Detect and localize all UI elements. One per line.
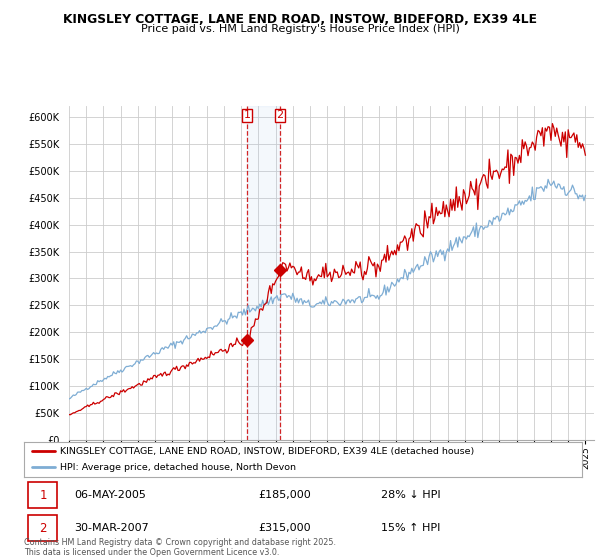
Text: 1: 1: [39, 488, 47, 502]
Text: HPI: Average price, detached house, North Devon: HPI: Average price, detached house, Nort…: [60, 463, 296, 472]
Text: 2: 2: [39, 521, 47, 535]
Text: 2: 2: [276, 110, 283, 120]
FancyBboxPatch shape: [28, 515, 58, 541]
Text: 1: 1: [244, 110, 251, 120]
Text: Price paid vs. HM Land Registry's House Price Index (HPI): Price paid vs. HM Land Registry's House …: [140, 24, 460, 34]
Bar: [247, 106, 280, 440]
Text: £185,000: £185,000: [259, 490, 311, 500]
Text: 30-MAR-2007: 30-MAR-2007: [74, 523, 149, 533]
Text: 15% ↑ HPI: 15% ↑ HPI: [381, 523, 440, 533]
FancyBboxPatch shape: [28, 482, 58, 508]
Text: 06-MAY-2005: 06-MAY-2005: [74, 490, 146, 500]
Text: 28% ↓ HPI: 28% ↓ HPI: [381, 490, 441, 500]
Text: KINGSLEY COTTAGE, LANE END ROAD, INSTOW, BIDEFORD, EX39 4LE: KINGSLEY COTTAGE, LANE END ROAD, INSTOW,…: [63, 13, 537, 26]
Text: Contains HM Land Registry data © Crown copyright and database right 2025.
This d: Contains HM Land Registry data © Crown c…: [24, 538, 336, 557]
Text: £315,000: £315,000: [259, 523, 311, 533]
Text: KINGSLEY COTTAGE, LANE END ROAD, INSTOW, BIDEFORD, EX39 4LE (detached house): KINGSLEY COTTAGE, LANE END ROAD, INSTOW,…: [60, 447, 475, 456]
